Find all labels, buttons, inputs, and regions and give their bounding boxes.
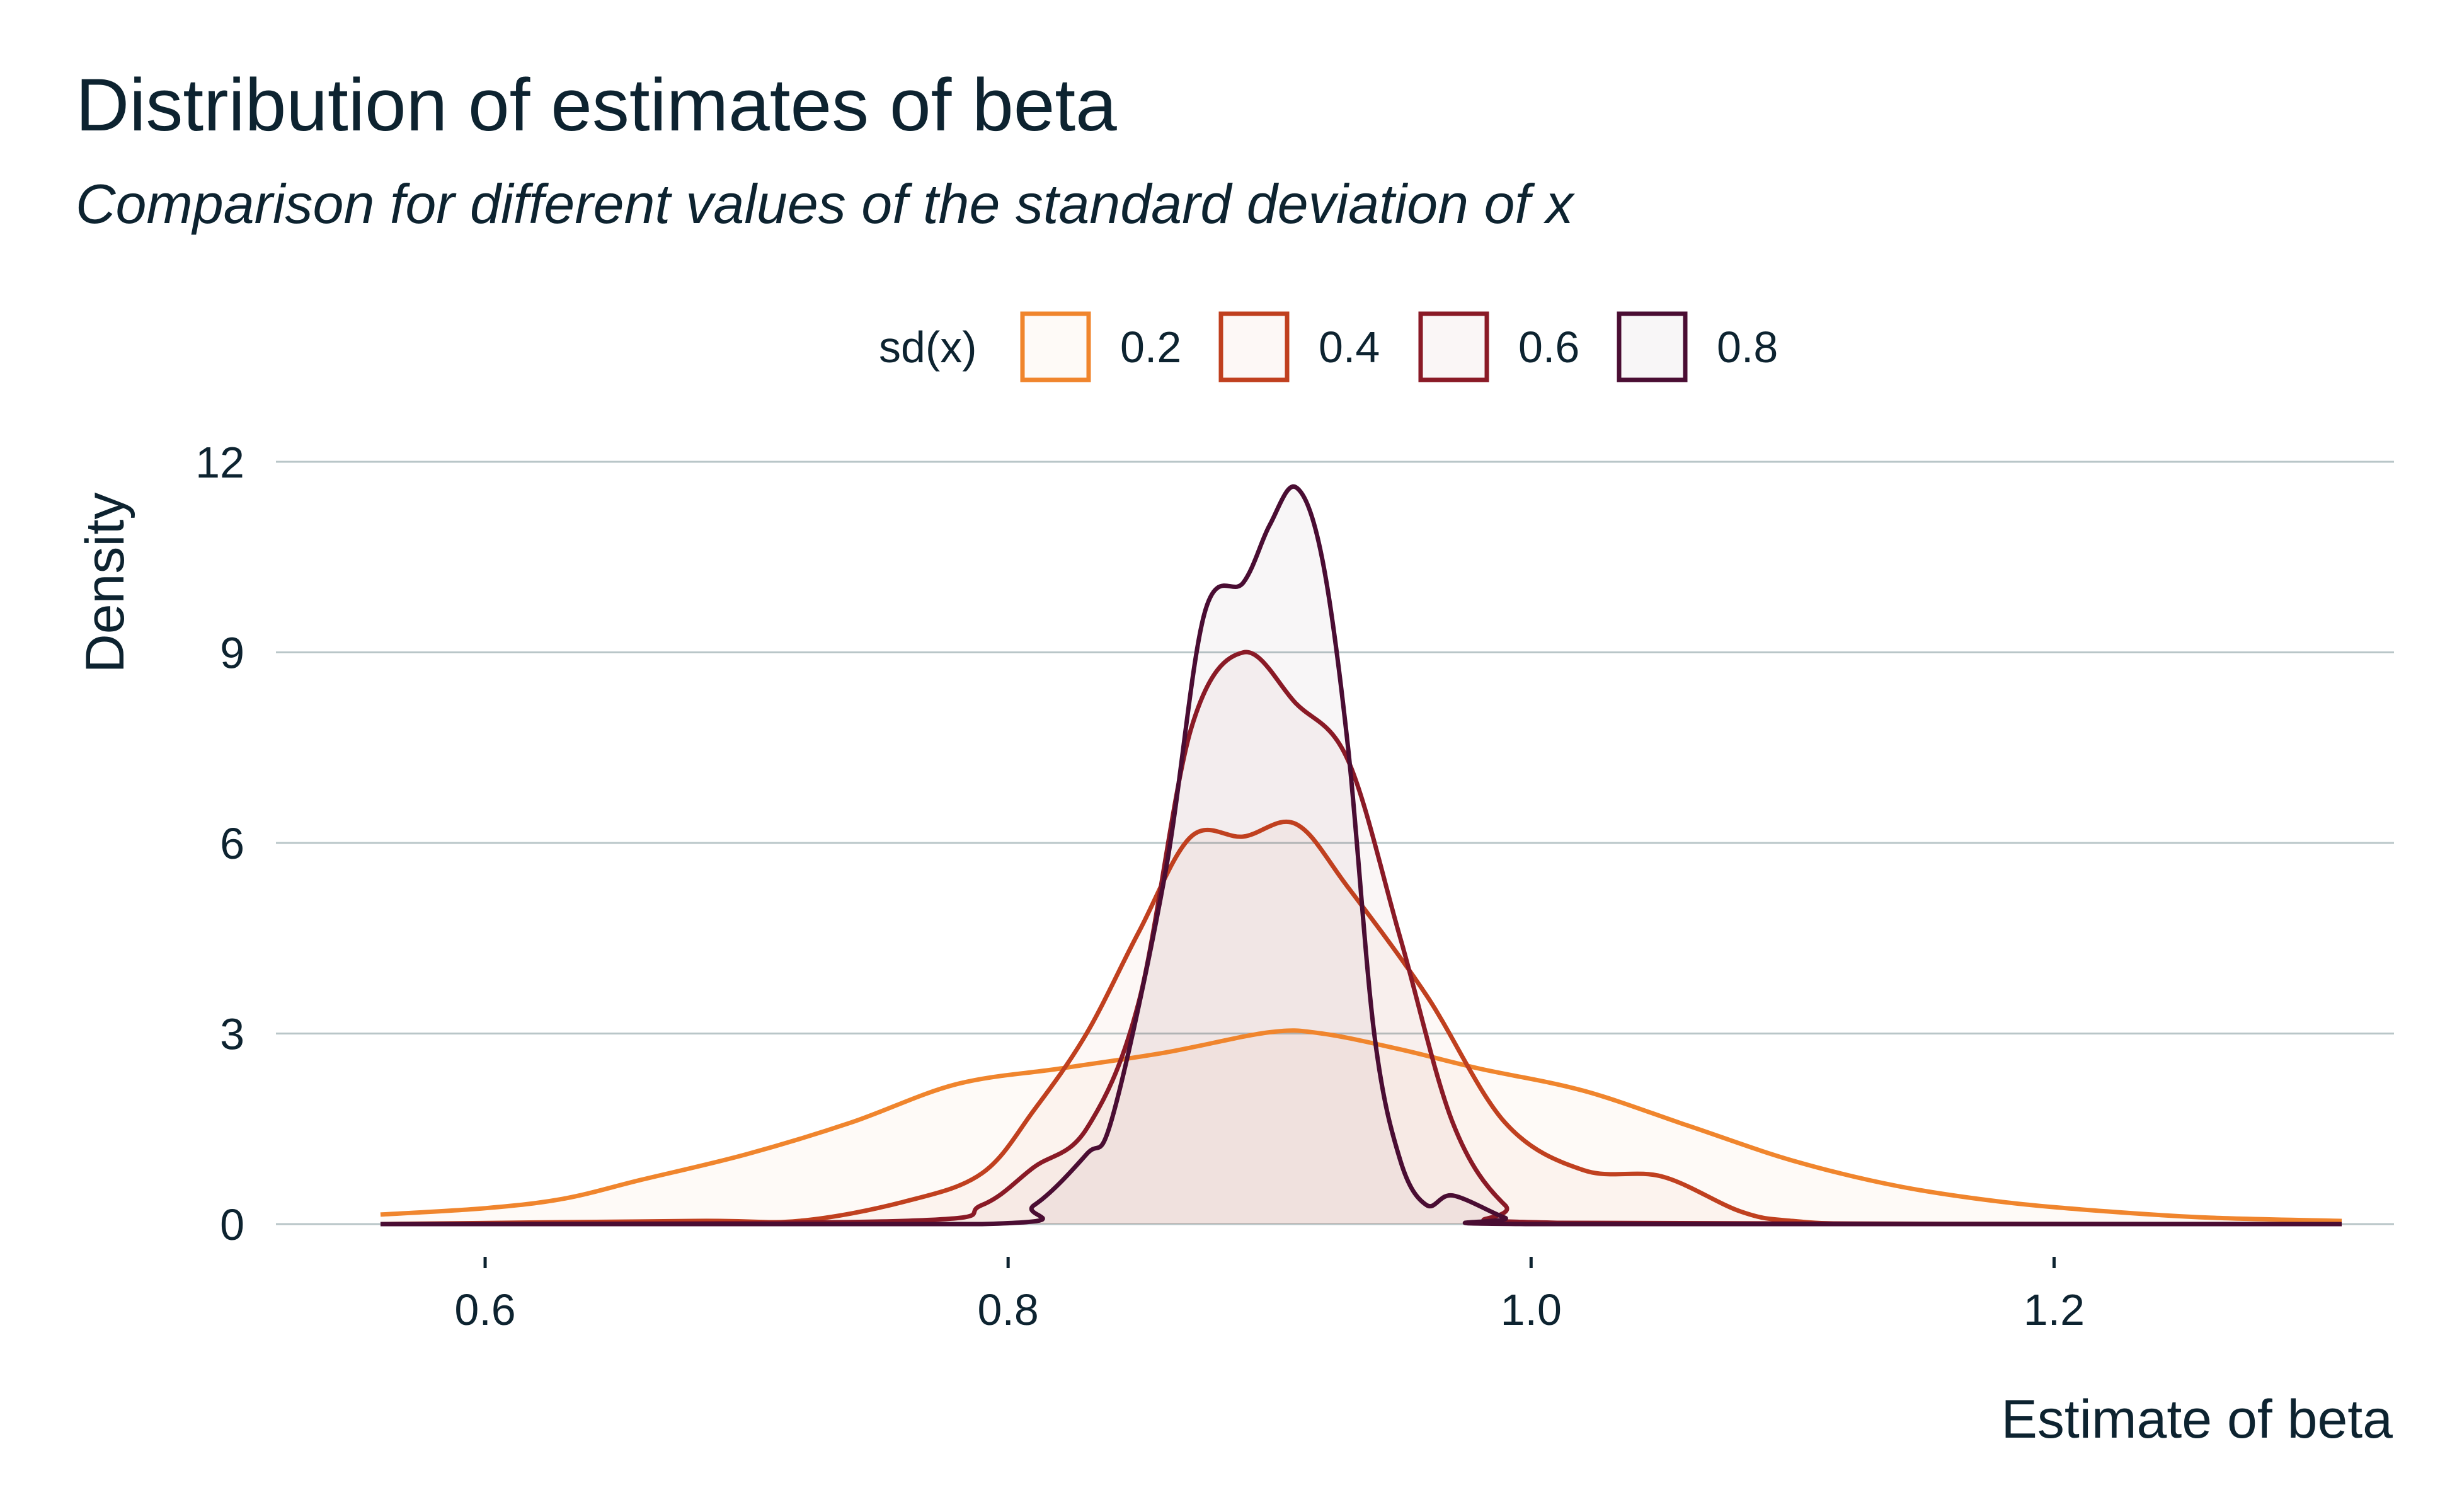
y-tick-label: 0 <box>220 1200 244 1249</box>
legend-item-sd-0.4: 0.4 <box>1218 311 1380 382</box>
x-tick-label: 1.0 <box>1501 1285 1562 1334</box>
legend: sd(x) 0.2 0.4 0.6 0.8 <box>879 311 1778 382</box>
legend-key <box>1020 311 1091 382</box>
legend-title: sd(x) <box>879 323 977 372</box>
y-tick-label: 3 <box>220 1010 244 1059</box>
x-tick-label: 0.8 <box>978 1285 1039 1334</box>
legend-label: 0.6 <box>1518 323 1579 372</box>
legend-key <box>1218 311 1290 382</box>
x-tick-label: 0.6 <box>454 1285 515 1334</box>
density-area-sd-0.8 <box>381 486 2342 1224</box>
legend-item-sd-0.2: 0.2 <box>1020 311 1181 382</box>
density-areas <box>381 486 2342 1224</box>
y-axis-ticks: 0 3 6 9 12 <box>195 438 244 1249</box>
density-area-sd-0.2 <box>381 1030 2342 1224</box>
legend-key <box>1617 311 1688 382</box>
chart-title: Distribution of estimates of beta <box>76 64 1117 147</box>
chart-subtitle: Comparison for different values of the s… <box>76 173 1574 235</box>
density-area-sd-0.6 <box>381 651 2342 1224</box>
y-tick-label: 12 <box>195 438 244 487</box>
y-tick-label: 6 <box>220 819 244 868</box>
density-line-sd-0.4 <box>380 819 2342 1227</box>
legend-label: 0.4 <box>1319 323 1380 372</box>
legend-items: 0.2 0.4 0.6 0.8 <box>1020 311 1778 382</box>
legend-label: 0.8 <box>1717 323 1778 372</box>
legend-item-sd-0.6: 0.6 <box>1418 311 1579 382</box>
x-tick-label: 1.2 <box>2024 1285 2085 1334</box>
legend-item-sd-0.8: 0.8 <box>1617 311 1778 382</box>
x-axis-title: Estimate of beta <box>2002 1389 2393 1450</box>
legend-label: 0.2 <box>1120 323 1181 372</box>
density-area-sd-0.4 <box>381 822 2342 1224</box>
density-lines <box>380 484 2342 1227</box>
density-line-sd-0.2 <box>380 1028 2342 1223</box>
density-line-sd-0.8 <box>381 484 2342 1227</box>
legend-key <box>1418 311 1489 382</box>
y-axis-title: Density <box>75 493 135 673</box>
x-axis-ticks: 0.6 0.8 1.0 1.2 <box>454 1257 2085 1334</box>
y-tick-label: 9 <box>220 629 244 678</box>
